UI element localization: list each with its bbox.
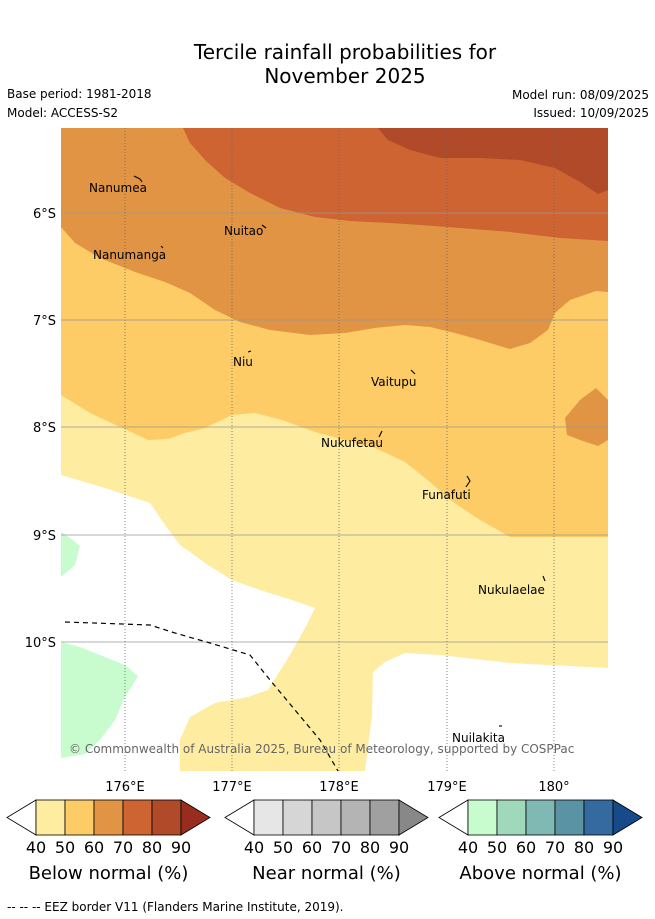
label-nukulaelae: Nukulaelae xyxy=(478,583,545,597)
colorbar-below-normal-cell-2 xyxy=(64,799,95,836)
lon-label-176: 176°E xyxy=(105,780,145,795)
colorbar-near-normal-tick-70: 70 xyxy=(331,838,351,857)
lat-label-10s: 10°S xyxy=(25,636,56,651)
colorbar-below-normal-high-extension xyxy=(180,799,211,836)
model-name: Model: ACCESS-S2 xyxy=(7,106,119,120)
copyright-notice: © Commonwealth of Australia 2025, Bureau… xyxy=(69,742,574,756)
lon-label-179: 179°E xyxy=(427,780,467,795)
lat-label-6s: 6°S xyxy=(33,207,56,222)
place-labels: Nanumea Nuitao Nanumanga Niu Vaitupu Nuk… xyxy=(89,181,545,745)
label-niu: Niu xyxy=(233,355,253,369)
colorbar-near-normal-cell-1 xyxy=(253,799,284,836)
label-vaitupu: Vaitupu xyxy=(371,375,417,389)
colorbar-above-normal-low-extension xyxy=(438,799,469,836)
colorbar-below-normal-tick-70: 70 xyxy=(113,838,133,857)
label-nuilakita: Nuilakita xyxy=(452,731,505,745)
colorbar-above-normal-cell-2 xyxy=(496,799,527,836)
island-funafuti-shape xyxy=(465,475,471,488)
island-vaitupu-shape xyxy=(410,369,416,375)
colorbar-above-normal: 40 50 60 70 80 90 Above normal (%) xyxy=(438,799,643,884)
map-title: Tercile rainfall probabilities for Novem… xyxy=(0,40,655,88)
colorbar-below-normal-tick-40: 40 xyxy=(26,838,46,857)
label-nanumea: Nanumea xyxy=(89,181,147,195)
lon-label-180: 180° xyxy=(538,780,569,795)
longitude-labels: 176°E 177°E 178°E 179°E 180° xyxy=(105,780,569,795)
base-period: Base period: 1981-2018 xyxy=(7,87,152,101)
region-above-normal-southwest xyxy=(61,642,138,758)
colorbar-below-normal-tick-50: 50 xyxy=(55,838,75,857)
colorbar-below-normal-tick-60: 60 xyxy=(84,838,104,857)
graticule xyxy=(61,128,608,771)
colorbar-below-normal-cell-5 xyxy=(151,799,182,836)
colorbar-above-normal-cell-1 xyxy=(467,799,498,836)
title-line-1: Tercile rainfall probabilities for xyxy=(193,40,497,64)
island-nuitao-shape xyxy=(261,224,267,229)
colorbar-near-normal-high-extension xyxy=(398,799,429,836)
colorbar-above-normal-cell-4 xyxy=(554,799,585,836)
latitude-labels: 6°S 7°S 8°S 9°S 10°S xyxy=(25,207,56,651)
lat-label-9s: 9°S xyxy=(33,529,56,544)
lat-label-7s: 7°S xyxy=(33,314,56,329)
map-canvas: Nanumea Nuitao Nanumanga Niu Vaitupu Nuk… xyxy=(6,128,643,884)
label-nukufetau: Nukufetau xyxy=(321,436,383,450)
colorbar-near-normal-cell-5 xyxy=(369,799,400,836)
colorbar-above-normal-high-extension xyxy=(612,799,643,836)
colorbar-near-normal-cell-2 xyxy=(282,799,313,836)
colorbar-below-normal-cell-4 xyxy=(122,799,153,836)
colorbar-above-normal-tick-80: 80 xyxy=(574,838,594,857)
title-line-2: November 2025 xyxy=(264,64,426,88)
issued-date: Issued: 10/09/2025 xyxy=(533,106,649,120)
island-nukufetau-shape xyxy=(378,430,383,438)
colorbar-below-normal-cell-1 xyxy=(35,799,66,836)
colorbar-above-normal-tick-60: 60 xyxy=(516,838,536,857)
colorbar-above-normal-cell-5 xyxy=(583,799,614,836)
probability-fields xyxy=(61,128,608,771)
colorbar-above-normal-tick-50: 50 xyxy=(487,838,507,857)
colorbar-near-normal-tick-60: 60 xyxy=(302,838,322,857)
colorbar-near-normal-title: Near normal (%) xyxy=(252,863,401,884)
label-nuitao: Nuitao xyxy=(224,224,263,238)
colorbar-below-normal-title: Below normal (%) xyxy=(29,863,189,884)
colorbar-near-normal-low-extension xyxy=(224,799,255,836)
eez-border xyxy=(64,621,339,772)
label-funafuti: Funafuti xyxy=(422,488,471,502)
colorbar-below-normal-low-extension xyxy=(6,799,37,836)
colorbar-above-normal-tick-70: 70 xyxy=(545,838,565,857)
eez-footnote: -- -- -- EEZ border V11 (Flanders Marine… xyxy=(7,900,344,914)
colorbar-below-normal-tick-80: 80 xyxy=(142,838,162,857)
colorbar-near-normal-cell-4 xyxy=(340,799,371,836)
lon-label-177: 177°E xyxy=(212,780,252,795)
colorbar-below-normal-cell-3 xyxy=(93,799,124,836)
colorbar-above-normal-tick-40: 40 xyxy=(458,838,478,857)
colorbar-below-normal-tick-90: 90 xyxy=(171,838,191,857)
region-above-normal-west xyxy=(61,532,80,577)
island-nukulaelae-shape xyxy=(542,575,546,582)
colorbar-below-normal: 40 50 60 70 80 90 Below normal (%) xyxy=(6,799,211,884)
colorbar-above-normal-title: Above normal (%) xyxy=(459,863,621,884)
island-niu-shape xyxy=(247,350,252,353)
colorbar-near-normal-tick-50: 50 xyxy=(273,838,293,857)
island-nanumea-shape xyxy=(133,175,143,183)
colorbar-near-normal-cell-3 xyxy=(311,799,342,836)
region-70-80-east-patch xyxy=(565,388,608,446)
colorbar-legends: 40 50 60 70 80 90 Below normal (%) 40 50 60 70 80 90… xyxy=(6,799,643,884)
colorbar-above-normal-tick-90: 90 xyxy=(603,838,623,857)
lon-label-178: 178°E xyxy=(319,780,359,795)
label-nanumanga: Nanumanga xyxy=(93,248,166,262)
island-nanumanga-shape xyxy=(160,245,164,249)
colorbar-near-normal-tick-90: 90 xyxy=(389,838,409,857)
lat-label-8s: 8°S xyxy=(33,421,56,436)
island-outlines xyxy=(133,175,546,727)
colorbar-near-normal-tick-80: 80 xyxy=(360,838,380,857)
colorbar-above-normal-cell-3 xyxy=(525,799,556,836)
colorbar-near-normal: 40 50 60 70 80 90 Near normal (%) xyxy=(224,799,429,884)
colorbar-near-normal-tick-40: 40 xyxy=(244,838,264,857)
region-above-90 xyxy=(378,128,608,194)
model-run: Model run: 08/09/2025 xyxy=(511,88,649,102)
